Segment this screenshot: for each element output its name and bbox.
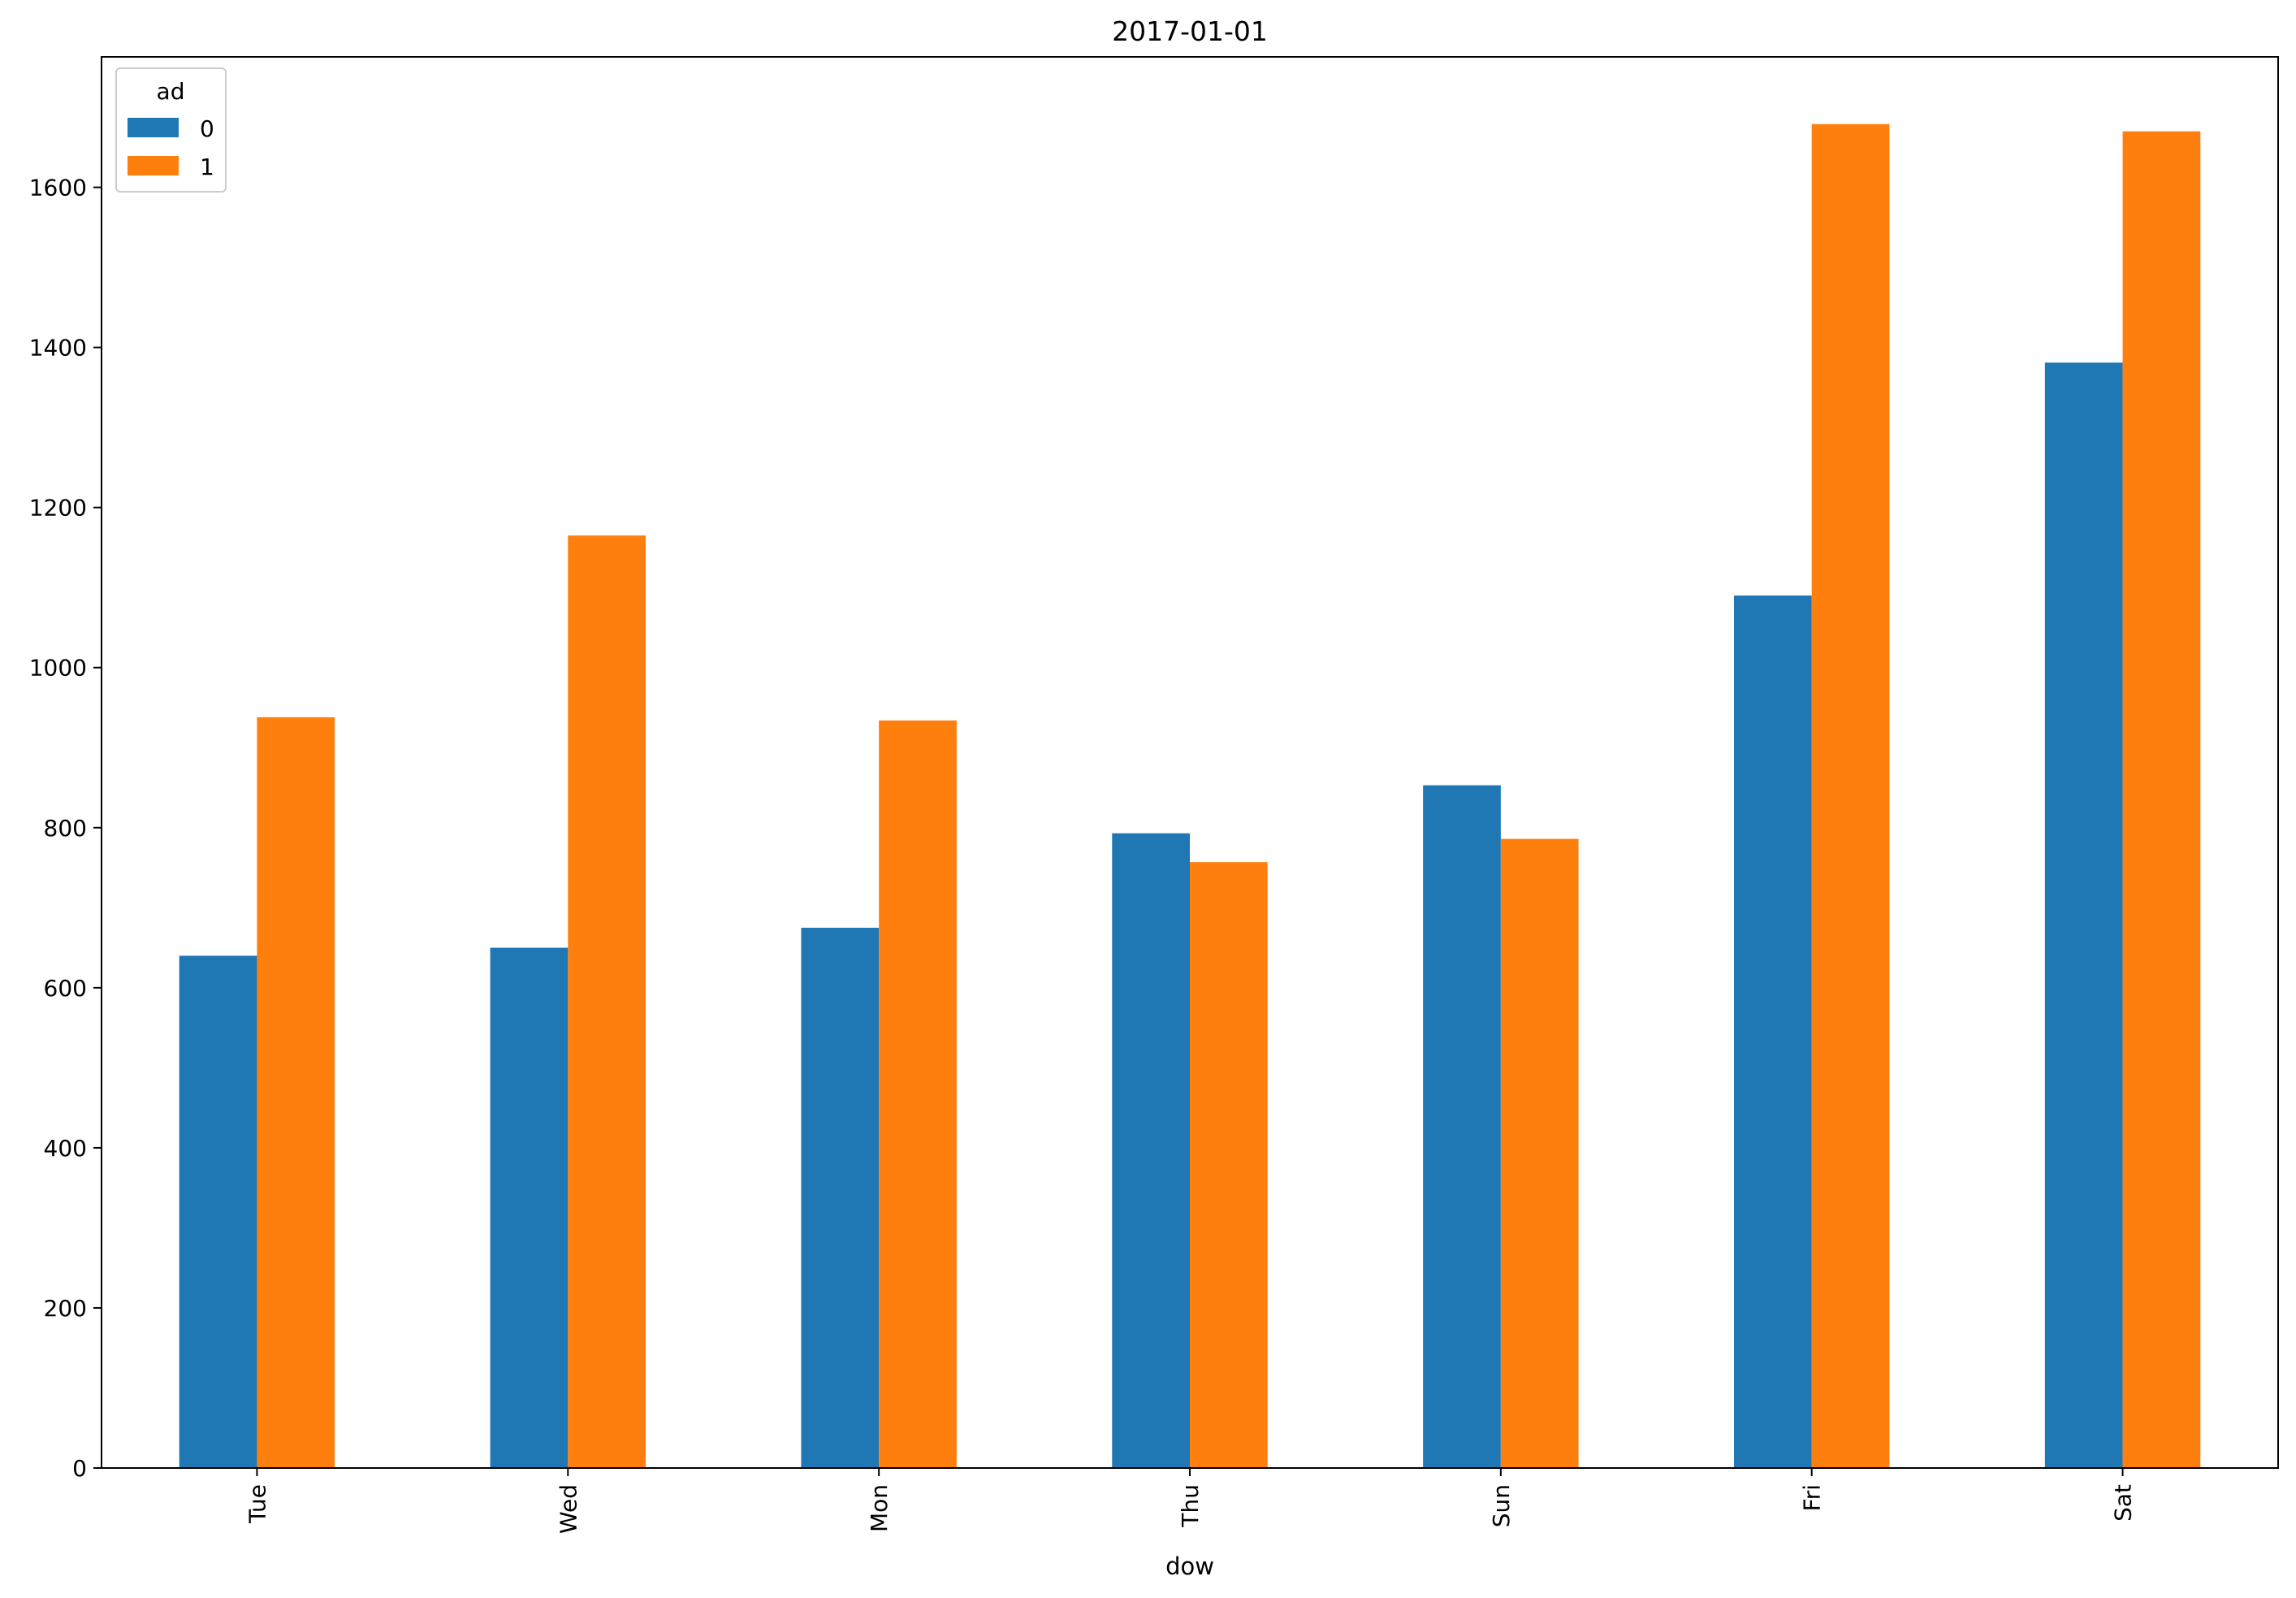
- x-axis: Tue Wed Mon Thu Sun Fri Sat: [244, 1468, 2137, 1534]
- x-tick-label-wed: Wed: [555, 1484, 582, 1534]
- y-tick-label: 1600: [29, 175, 87, 201]
- legend-swatch-series-0: [128, 118, 179, 137]
- bar-tue-series-0: [179, 955, 257, 1468]
- chart-title: 2017-01-01: [1112, 15, 1268, 47]
- bar-sun-series-1: [1500, 838, 1579, 1468]
- x-tick-label-thu: Thu: [1177, 1484, 1204, 1528]
- bar-sun-series-0: [1423, 785, 1501, 1468]
- bars-layer: [179, 123, 2201, 1469]
- x-tick-label-tue: Tue: [244, 1484, 270, 1524]
- bar-mon-series-1: [879, 720, 957, 1468]
- bar-fri-series-0: [1734, 595, 1812, 1468]
- x-tick-label-fri: Fri: [1799, 1484, 1826, 1511]
- y-tick-label: 1000: [29, 655, 87, 682]
- legend-title: ad: [157, 78, 185, 105]
- y-tick-label: 1200: [29, 495, 87, 522]
- bar-wed-series-1: [568, 535, 646, 1469]
- bar-thu-series-1: [1190, 862, 1268, 1468]
- x-tick-label-mon: Mon: [866, 1484, 893, 1532]
- bar-thu-series-0: [1112, 833, 1190, 1468]
- plot-frame: [101, 56, 2279, 1469]
- y-tick-label: 800: [44, 815, 87, 842]
- y-tick-label: 600: [44, 975, 87, 1002]
- bar-tue-series-1: [257, 717, 335, 1468]
- y-tick-label: 200: [44, 1295, 87, 1322]
- y-tick-label: 0: [72, 1455, 87, 1482]
- legend-swatch-series-1: [128, 156, 179, 175]
- y-axis: 0 200 400 600 800 1000 1200 1400 1600: [29, 175, 102, 1482]
- bar-sat-series-0: [2044, 362, 2123, 1468]
- bar-wed-series-0: [490, 947, 569, 1468]
- y-tick-label: 400: [44, 1135, 87, 1162]
- bar-fri-series-1: [1811, 123, 1890, 1468]
- x-tick-label-sat: Sat: [2110, 1484, 2137, 1522]
- legend-label-series-1: 1: [200, 154, 214, 180]
- bar-sat-series-1: [2122, 131, 2201, 1469]
- x-axis-label: dow: [1165, 1553, 1214, 1580]
- y-tick-label: 1400: [29, 335, 87, 362]
- legend: ad 0 1: [115, 67, 227, 193]
- x-tick-label-sun: Sun: [1488, 1484, 1515, 1527]
- legend-label-series-0: 0: [200, 115, 214, 142]
- bar-mon-series-0: [801, 927, 880, 1468]
